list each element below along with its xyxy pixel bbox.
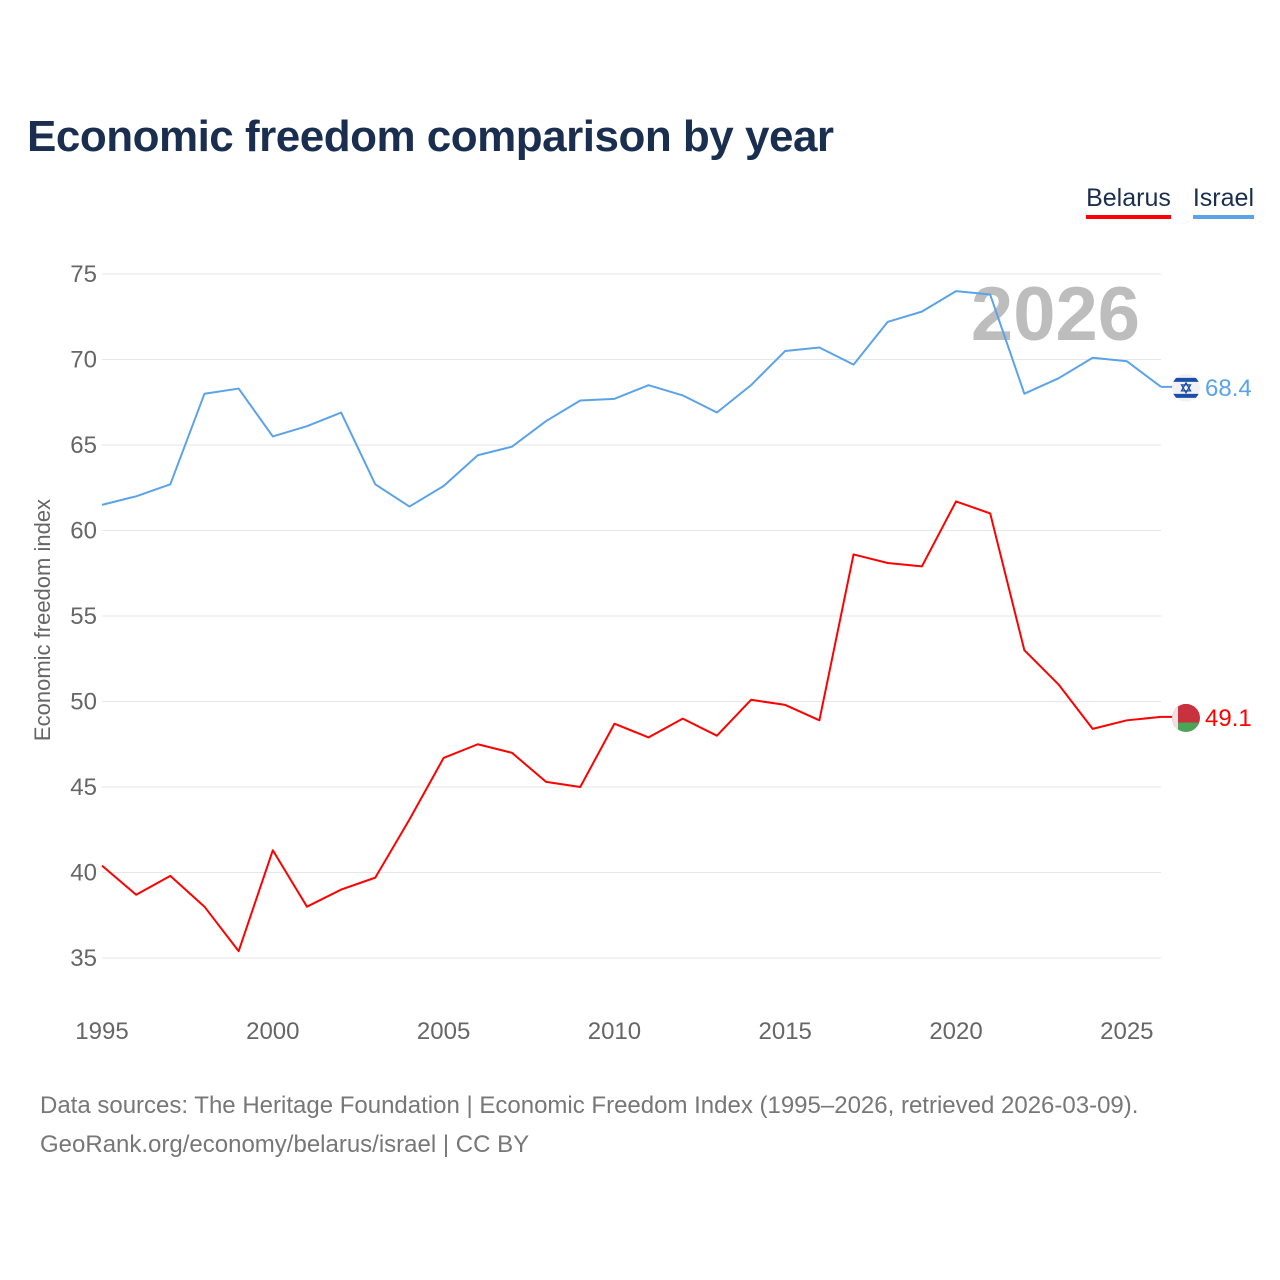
legend-item-belarus[interactable]: Belarus <box>1086 184 1171 219</box>
legend-item-israel[interactable]: Israel <box>1192 184 1254 219</box>
israel-flag-icon <box>1172 373 1200 402</box>
y-tick-label: 40 <box>70 860 97 887</box>
legend: Belarus Israel <box>1086 184 1254 219</box>
footer: Data sources: The Heritage Foundation | … <box>40 1086 1138 1164</box>
y-tick-label: 55 <box>70 603 97 630</box>
series-line-belarus <box>101 500 1162 953</box>
y-tick-label: 50 <box>70 689 97 716</box>
y-axis-label: Economic freedom index <box>30 499 55 741</box>
attribution-link[interactable]: GeoRank.org/economy/belarus/israel | CC … <box>40 1131 530 1158</box>
x-tick-label: 2005 <box>417 1018 470 1045</box>
x-tick-label: 2020 <box>929 1018 982 1045</box>
y-tick-label: 75 <box>70 261 97 288</box>
y-tick-label: 60 <box>70 518 97 545</box>
end-value-label-israel: 68.4 <box>1205 375 1252 402</box>
x-tick-label: 2010 <box>588 1018 641 1045</box>
data-source-text: Data sources: The Heritage Foundation | … <box>40 1092 1139 1119</box>
series-line-israel <box>101 290 1162 508</box>
end-value-label-belarus: 49.1 <box>1205 705 1252 732</box>
chart-title: Economic freedom comparison by year <box>27 112 834 161</box>
y-tick-label: 70 <box>70 347 97 374</box>
x-tick-label: 1995 <box>75 1018 128 1045</box>
year-watermark: 2026 <box>971 272 1140 357</box>
x-tick-label: 2015 <box>759 1018 812 1045</box>
belarus-flag-icon <box>1172 703 1200 732</box>
x-tick-label: 2025 <box>1100 1018 1153 1045</box>
y-tick-label: 65 <box>70 432 97 459</box>
y-tick-label: 35 <box>70 945 97 972</box>
y-tick-label: 45 <box>70 774 97 801</box>
x-tick-label: 2000 <box>246 1018 299 1045</box>
